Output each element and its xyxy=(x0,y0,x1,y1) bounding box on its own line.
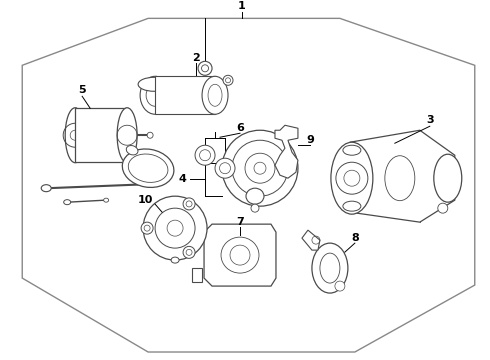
Ellipse shape xyxy=(331,142,373,214)
Circle shape xyxy=(438,203,448,213)
Text: 5: 5 xyxy=(78,85,86,95)
Text: 8: 8 xyxy=(351,233,359,243)
Ellipse shape xyxy=(246,188,264,204)
Text: 7: 7 xyxy=(236,217,244,227)
Ellipse shape xyxy=(202,76,228,114)
Circle shape xyxy=(147,132,153,138)
Text: 3: 3 xyxy=(426,115,434,125)
Circle shape xyxy=(215,158,235,178)
Circle shape xyxy=(335,281,345,291)
Ellipse shape xyxy=(117,108,137,163)
Polygon shape xyxy=(75,108,127,162)
Circle shape xyxy=(183,198,195,210)
Polygon shape xyxy=(192,268,202,282)
Ellipse shape xyxy=(171,257,179,263)
Ellipse shape xyxy=(140,76,170,114)
Ellipse shape xyxy=(65,108,85,163)
Circle shape xyxy=(223,75,233,85)
Polygon shape xyxy=(22,18,475,352)
Ellipse shape xyxy=(104,198,109,202)
Ellipse shape xyxy=(64,200,71,205)
Circle shape xyxy=(141,222,153,234)
Ellipse shape xyxy=(122,149,174,188)
Text: 4: 4 xyxy=(178,174,186,184)
Circle shape xyxy=(251,204,259,212)
Ellipse shape xyxy=(138,77,170,91)
Polygon shape xyxy=(350,130,455,222)
Text: 10: 10 xyxy=(137,195,153,205)
Ellipse shape xyxy=(145,181,153,187)
Text: 1: 1 xyxy=(238,1,246,12)
Text: 2: 2 xyxy=(192,53,200,63)
Polygon shape xyxy=(275,125,298,178)
Ellipse shape xyxy=(312,243,348,293)
Ellipse shape xyxy=(343,201,361,211)
Ellipse shape xyxy=(41,185,51,192)
Circle shape xyxy=(195,145,215,165)
Ellipse shape xyxy=(343,145,361,155)
Circle shape xyxy=(222,130,298,206)
Text: 6: 6 xyxy=(236,123,244,133)
Circle shape xyxy=(198,61,212,75)
Circle shape xyxy=(183,246,195,258)
Polygon shape xyxy=(192,228,202,242)
Polygon shape xyxy=(155,76,215,114)
Text: 9: 9 xyxy=(306,135,314,145)
Ellipse shape xyxy=(126,145,138,155)
Polygon shape xyxy=(302,230,320,250)
Ellipse shape xyxy=(434,154,462,202)
Circle shape xyxy=(143,196,207,260)
Polygon shape xyxy=(204,224,276,286)
